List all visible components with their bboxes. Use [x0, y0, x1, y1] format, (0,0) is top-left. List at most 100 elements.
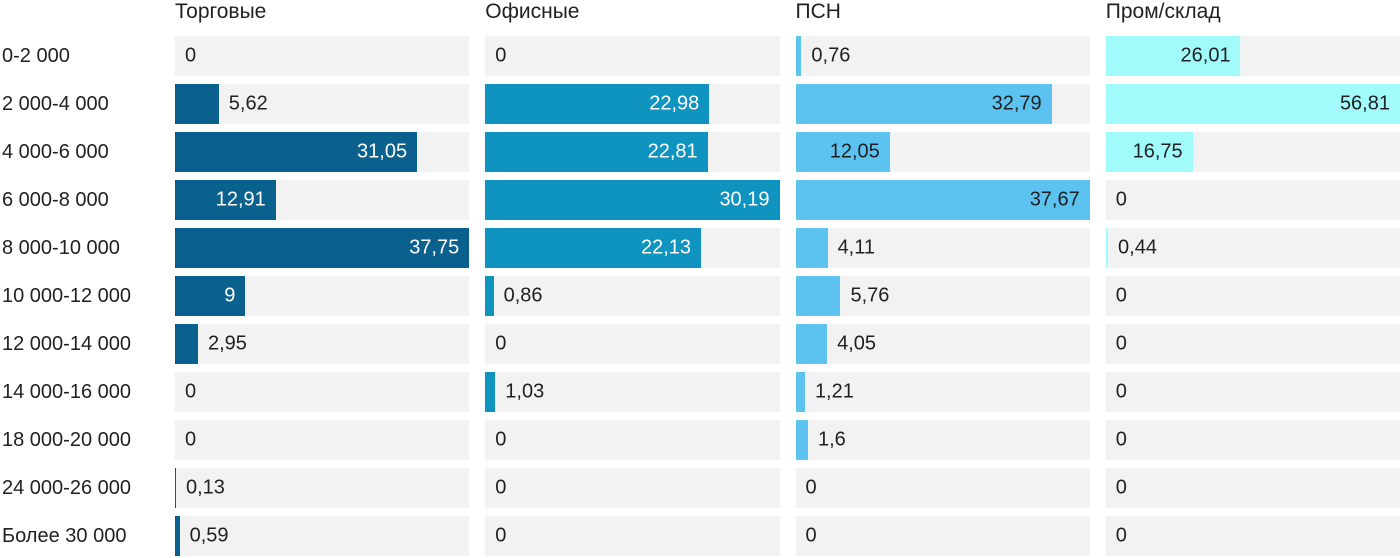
value-label: 22,81	[647, 140, 698, 163]
row-label: 8 000-10 000	[2, 236, 120, 259]
value-label: 0,59	[189, 524, 229, 547]
bar-track: 5,76	[795, 276, 1090, 316]
bar[interactable]	[795, 420, 808, 460]
bar[interactable]	[795, 276, 841, 316]
bar-track: 0	[175, 372, 470, 412]
value-label: 22,98	[649, 92, 700, 115]
bar-track: 32,79	[795, 84, 1090, 124]
bar[interactable]	[1105, 84, 1400, 124]
bar-track: 4,11	[795, 228, 1090, 268]
series-header: ПСН	[795, 0, 841, 23]
bar-track: 0	[1105, 516, 1400, 556]
series-header: Торговые	[175, 0, 267, 23]
row-label: 18 000-20 000	[2, 428, 132, 451]
bar-track: 0	[485, 516, 780, 556]
bar[interactable]	[485, 180, 780, 220]
value-label: 1,21	[814, 380, 854, 403]
value-label: 37,67	[1029, 188, 1080, 211]
value-label: 0	[805, 524, 817, 547]
bar-track: 1,03	[485, 372, 780, 412]
bar-track: 1,21	[795, 372, 1090, 412]
bar-track: 0	[485, 468, 780, 508]
bar-track: 5,62	[175, 84, 470, 124]
value-label: 16,75	[1132, 140, 1183, 163]
row-label: Более 30 000	[2, 524, 127, 547]
value-label: 0	[1115, 380, 1127, 403]
bar[interactable]	[1105, 36, 1241, 76]
bar[interactable]	[795, 132, 890, 172]
value-label: 12,91	[215, 188, 266, 211]
bar[interactable]	[175, 84, 219, 124]
bar[interactable]	[485, 228, 701, 268]
corner-spacer	[0, 0, 159, 28]
bar-track: 0	[1105, 468, 1400, 508]
bar[interactable]	[175, 276, 246, 316]
bar[interactable]	[485, 372, 496, 412]
value-label: 12,05	[829, 140, 880, 163]
bar-track: 9	[175, 276, 470, 316]
value-label: 0	[185, 380, 197, 403]
row-label: 6 000-8 000	[2, 188, 109, 211]
series-header: Офисные	[485, 0, 580, 23]
bar[interactable]	[795, 228, 828, 268]
bar[interactable]	[1105, 228, 1109, 268]
bar[interactable]	[175, 468, 176, 508]
value-label: 22,13	[640, 236, 692, 259]
bar-track: 0	[485, 324, 780, 364]
bar-track: 0	[175, 36, 470, 76]
value-label: 30,19	[719, 188, 770, 211]
row-label: 10 000-12 000	[2, 284, 132, 307]
bar-track: 0,59	[175, 516, 470, 556]
value-label: 0	[1115, 284, 1127, 307]
value-label: 5,62	[228, 92, 268, 115]
bar[interactable]	[485, 84, 710, 124]
bar[interactable]	[485, 276, 494, 316]
value-label: 31,05	[357, 140, 408, 163]
value-label: 0	[1115, 188, 1127, 211]
bar[interactable]	[175, 132, 418, 172]
bar-track: 31,05	[175, 132, 470, 172]
value-label: 9	[224, 284, 236, 307]
bar-track: 37,75	[175, 228, 470, 268]
value-label: 56,81	[1339, 92, 1390, 115]
bar-track: 12,05	[795, 132, 1090, 172]
bar[interactable]	[175, 324, 198, 364]
value-label: 0	[1115, 524, 1127, 547]
bar[interactable]	[795, 180, 1090, 220]
bar-track: 12,91	[175, 180, 470, 220]
value-label: 2,95	[207, 332, 247, 355]
bar-track: 1,6	[795, 420, 1090, 460]
value-label: 0	[1115, 428, 1127, 451]
bar[interactable]	[795, 36, 802, 76]
bar-track: 0	[1105, 180, 1400, 220]
bar-track: 0,44	[1105, 228, 1400, 268]
value-label: 0,13	[186, 476, 225, 499]
bar[interactable]	[795, 84, 1052, 124]
bar-track: 0	[485, 36, 780, 76]
value-label: 0	[495, 332, 507, 355]
bar-track: 26,01	[1105, 36, 1400, 76]
bar[interactable]	[485, 132, 708, 172]
value-label: 0	[1115, 332, 1127, 355]
value-label: 26,01	[1180, 44, 1231, 67]
value-label: 0	[805, 476, 817, 499]
value-label: 37,75	[409, 236, 460, 259]
bar-track: 22,13	[485, 228, 780, 268]
value-label: 1,6	[817, 428, 846, 451]
bar-track: 4,05	[795, 324, 1090, 364]
bar[interactable]	[795, 372, 805, 412]
bar-track: 0	[175, 420, 470, 460]
value-label: 0	[185, 428, 197, 451]
row-label: 2 000-4 000	[2, 92, 109, 115]
bar[interactable]	[175, 228, 470, 268]
bar-track: 0	[1105, 324, 1400, 364]
bar[interactable]	[175, 516, 180, 556]
bar-track: 0	[1105, 420, 1400, 460]
bar-track: 30,19	[485, 180, 780, 220]
bar[interactable]	[175, 180, 276, 220]
bar[interactable]	[795, 324, 828, 364]
value-label: 0,76	[811, 44, 851, 67]
bar[interactable]	[1105, 132, 1193, 172]
bar-track: 2,95	[175, 324, 470, 364]
